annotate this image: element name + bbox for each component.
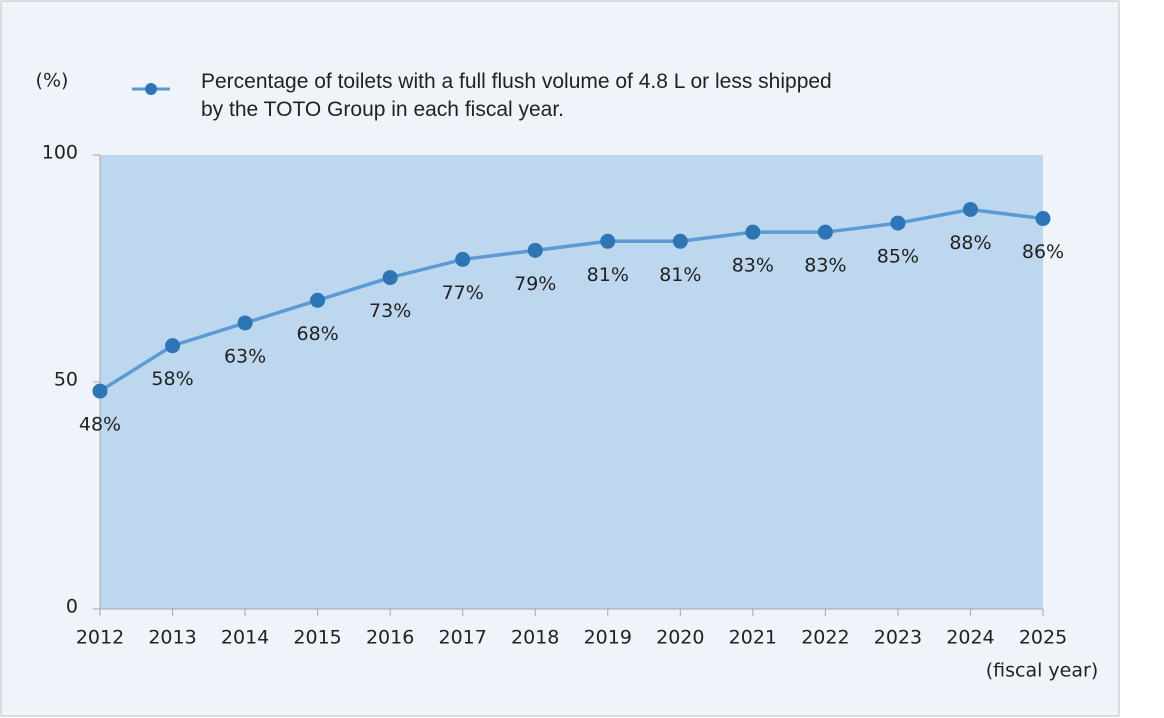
data-label: 73%	[369, 300, 411, 322]
data-point	[237, 315, 253, 331]
data-point	[600, 233, 616, 249]
data-label: 77%	[442, 282, 484, 304]
data-point	[382, 270, 398, 286]
x-tick-label: 2016	[366, 627, 414, 649]
data-label: 81%	[587, 264, 629, 286]
data-point	[165, 338, 181, 354]
data-label: 81%	[659, 264, 701, 286]
x-tick-label: 2023	[874, 627, 922, 649]
legend-marker	[145, 83, 157, 95]
data-label: 83%	[732, 255, 774, 277]
data-line	[99, 207, 1044, 393]
x-tick-label: 2024	[946, 627, 994, 649]
y-tick-label: 50	[54, 369, 78, 391]
y-tick-label: 100	[42, 142, 78, 164]
x-tick-label: 2022	[801, 627, 849, 649]
y-tick-label: 0	[66, 596, 78, 618]
legend-label: Percentage of toilets with a full flush …	[201, 70, 832, 121]
x-tick-label: 2013	[148, 627, 196, 649]
x-axis-label: (fiscal year)	[986, 660, 1099, 682]
data-label: 79%	[514, 273, 556, 295]
x-tick-label: 2021	[729, 627, 777, 649]
data-point	[92, 383, 108, 399]
data-label: 85%	[877, 246, 919, 268]
data-label: 58%	[151, 368, 193, 390]
data-point	[817, 224, 833, 240]
x-tick-label: 2015	[293, 627, 341, 649]
x-tick-label: 2017	[439, 627, 487, 649]
x-tick-label: 2014	[221, 627, 269, 649]
plot-area	[100, 155, 1043, 609]
data-point	[527, 242, 543, 258]
data-point	[672, 233, 688, 249]
data-point	[962, 201, 978, 217]
data-point	[1035, 211, 1051, 227]
data-label: 86%	[1022, 241, 1064, 263]
data-point	[890, 215, 906, 231]
x-tick-label: 2018	[511, 627, 559, 649]
data-label: 48%	[79, 414, 121, 436]
x-tick-label: 2025	[1019, 627, 1067, 649]
data-label: 88%	[949, 232, 991, 254]
x-tick-label: 2019	[584, 627, 632, 649]
data-label: 83%	[804, 255, 846, 277]
data-point	[745, 224, 761, 240]
data-point	[310, 292, 326, 308]
x-tick-label: 2012	[76, 627, 124, 649]
y-axis-label: (%)	[36, 70, 69, 92]
data-point	[455, 251, 471, 267]
data-label: 63%	[224, 345, 266, 367]
x-tick-label: 2020	[656, 627, 704, 649]
data-label: 68%	[296, 323, 338, 345]
